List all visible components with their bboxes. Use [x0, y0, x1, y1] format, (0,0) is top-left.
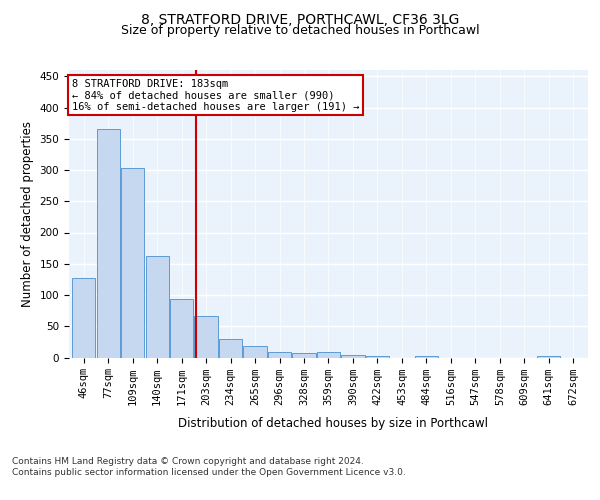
Bar [121, 168, 144, 358]
Text: 8, STRATFORD DRIVE, PORTHCAWL, CF36 3LG: 8, STRATFORD DRIVE, PORTHCAWL, CF36 3LG [141, 12, 459, 26]
Bar [244, 346, 266, 358]
Text: Distribution of detached houses by size in Porthcawl: Distribution of detached houses by size … [178, 418, 488, 430]
Text: Size of property relative to detached houses in Porthcawl: Size of property relative to detached ho… [121, 24, 479, 37]
Bar [97, 130, 120, 358]
Bar [415, 356, 438, 358]
Bar [146, 256, 169, 358]
Text: Contains HM Land Registry data © Crown copyright and database right 2024.
Contai: Contains HM Land Registry data © Crown c… [12, 458, 406, 477]
Bar [268, 352, 291, 358]
Bar [292, 353, 316, 358]
Bar [194, 316, 218, 358]
Bar [366, 356, 389, 358]
Bar [341, 355, 365, 358]
Bar [219, 339, 242, 357]
Text: 8 STRATFORD DRIVE: 183sqm
← 84% of detached houses are smaller (990)
16% of semi: 8 STRATFORD DRIVE: 183sqm ← 84% of detac… [71, 78, 359, 112]
Bar [72, 278, 95, 357]
Bar [170, 300, 193, 358]
Bar [537, 356, 560, 358]
Y-axis label: Number of detached properties: Number of detached properties [21, 120, 34, 306]
Bar [317, 352, 340, 358]
